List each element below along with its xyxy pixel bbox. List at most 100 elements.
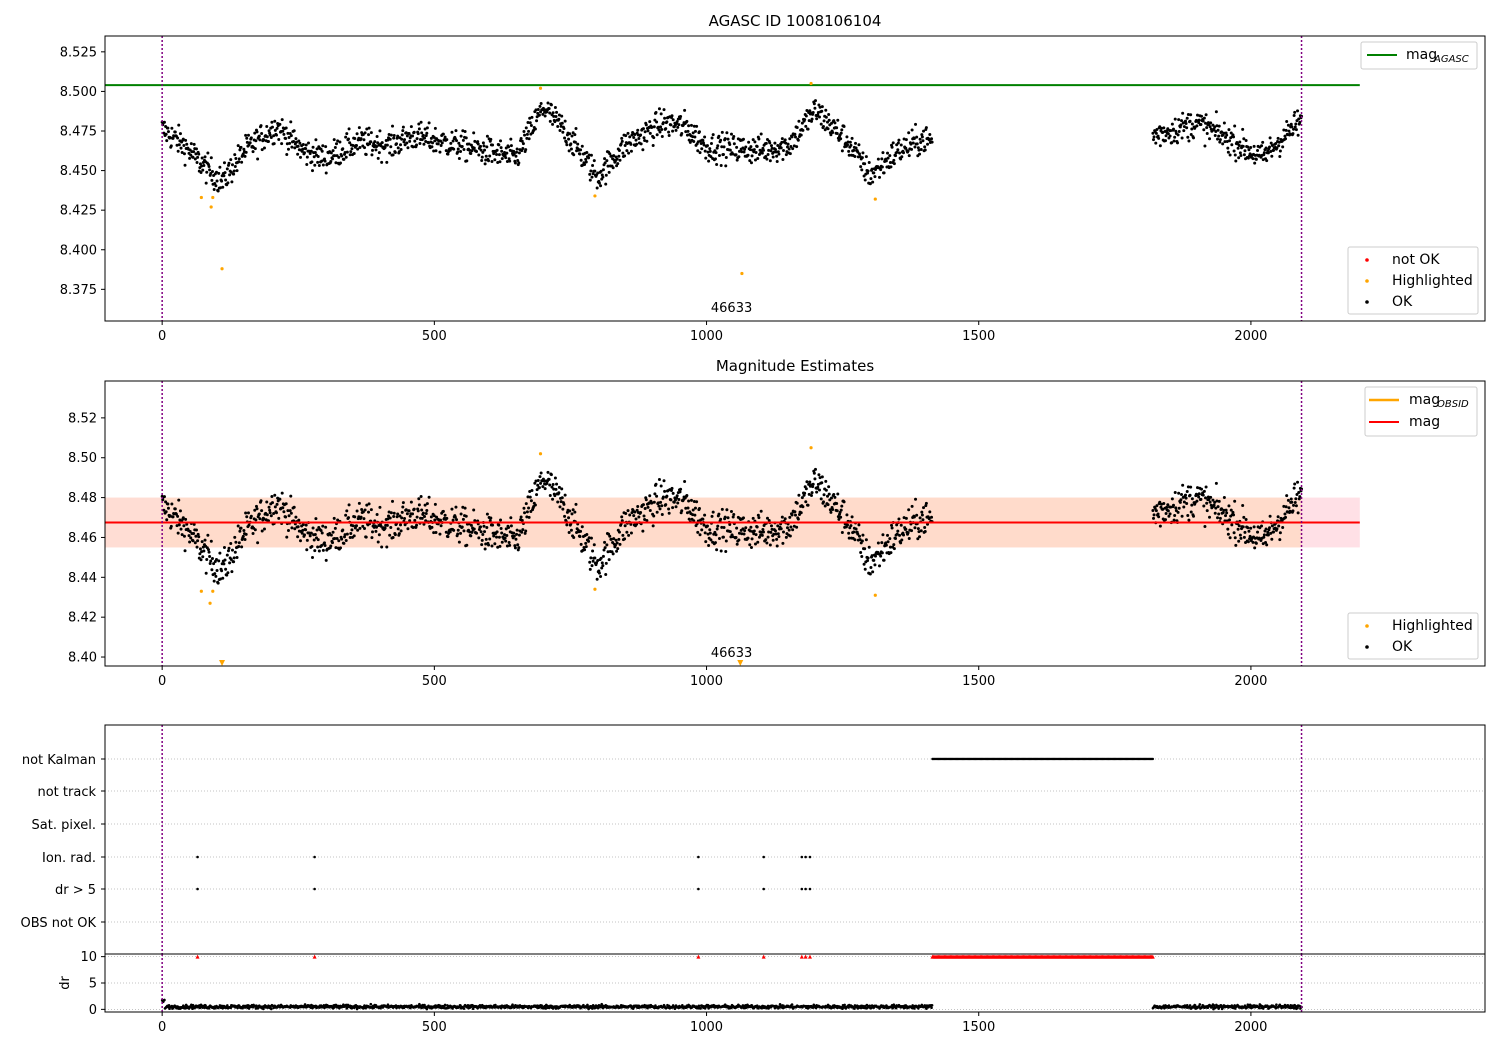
ok-point (1265, 159, 1269, 163)
ok-point (452, 147, 456, 151)
ok-point (671, 118, 675, 122)
ok-point (367, 133, 371, 137)
ok-point (620, 515, 624, 519)
ok-point (425, 126, 429, 130)
ok-point (301, 143, 305, 147)
ok-point (652, 500, 656, 504)
ok-point (516, 158, 520, 162)
ok-point (169, 524, 173, 528)
ok-point (892, 162, 896, 166)
ok-point (461, 517, 465, 521)
ok-point (620, 139, 624, 143)
ok-point (236, 144, 240, 148)
ok-point (392, 136, 396, 140)
ok-point (657, 504, 661, 508)
ok-point (342, 157, 346, 161)
ok-point (587, 536, 591, 540)
ok-point (1180, 493, 1184, 497)
ok-point (909, 142, 913, 146)
ok-point (312, 538, 316, 542)
ok-point (369, 131, 373, 135)
ok-point (565, 523, 569, 527)
ok-point (267, 129, 271, 133)
dr-point (591, 1007, 594, 1010)
ok-point (233, 550, 237, 554)
ok-point (237, 544, 241, 548)
ok-point (1264, 541, 1268, 545)
ok-point (628, 513, 632, 517)
ok-point (213, 181, 217, 185)
ok-point (874, 554, 878, 558)
x-tick-label: 0 (158, 674, 166, 689)
ok-point (270, 501, 274, 505)
ok-point (275, 126, 279, 130)
ok-point (713, 157, 717, 161)
ok-point (395, 515, 399, 519)
out-of-range-marker (219, 660, 226, 666)
ok-point (1293, 125, 1297, 129)
ok-point (785, 526, 789, 530)
ok-point (587, 153, 591, 157)
ok-point (1216, 505, 1220, 509)
ok-point (479, 148, 483, 152)
ok-point (1203, 524, 1207, 528)
ok-point (689, 498, 693, 502)
ok-point (897, 138, 901, 142)
ok-point (292, 140, 296, 144)
ok-point (525, 132, 529, 136)
ok-point (321, 548, 325, 552)
ok-point (232, 172, 236, 176)
ok-point (484, 158, 488, 162)
ok-point (810, 491, 814, 495)
ok-point (1283, 512, 1287, 516)
ok-point (545, 481, 549, 485)
ok-point (1284, 128, 1288, 132)
ok-point (692, 124, 696, 128)
ok-point (910, 529, 914, 533)
ok-point (374, 148, 378, 152)
ok-point (362, 138, 366, 142)
ok-point (187, 534, 191, 538)
ok-point (229, 558, 233, 562)
ok-point (1291, 509, 1295, 513)
ok-point (629, 142, 633, 146)
ok-point (600, 561, 604, 565)
ok-point (433, 139, 437, 143)
ok-point (407, 132, 411, 136)
ok-point (1278, 149, 1282, 153)
ok-point (338, 140, 342, 144)
ok-point (1289, 497, 1293, 501)
ok-point (393, 533, 397, 537)
ok-point (310, 555, 314, 559)
ok-point (1275, 146, 1279, 150)
ok-point (371, 530, 375, 534)
ok-legend-marker (1365, 300, 1369, 304)
ok-point (916, 537, 920, 541)
ok-point (345, 509, 349, 513)
ok-point (565, 143, 569, 147)
ok-point (282, 510, 286, 514)
ok-point (423, 136, 427, 140)
ok-point (179, 146, 183, 150)
ok-point (415, 137, 419, 141)
ok-point (1232, 513, 1236, 517)
ok-point (800, 496, 804, 500)
ok-point (1197, 121, 1201, 125)
highlighted-point (593, 194, 597, 198)
ok-point (876, 541, 880, 545)
ok-point (539, 481, 543, 485)
ok-point (816, 482, 820, 486)
ok-point (204, 181, 208, 185)
ok-point (1288, 509, 1292, 513)
ok-point (1154, 509, 1158, 513)
ok-point (1230, 523, 1234, 527)
ok-point (515, 150, 519, 154)
ok-point (1244, 138, 1248, 142)
ok-point (1275, 527, 1279, 531)
ok-point (854, 527, 858, 531)
ok-point (517, 151, 521, 155)
ok-point (719, 164, 723, 168)
ok-point (516, 543, 520, 547)
ok-point (811, 482, 815, 486)
ok-point (679, 487, 683, 491)
